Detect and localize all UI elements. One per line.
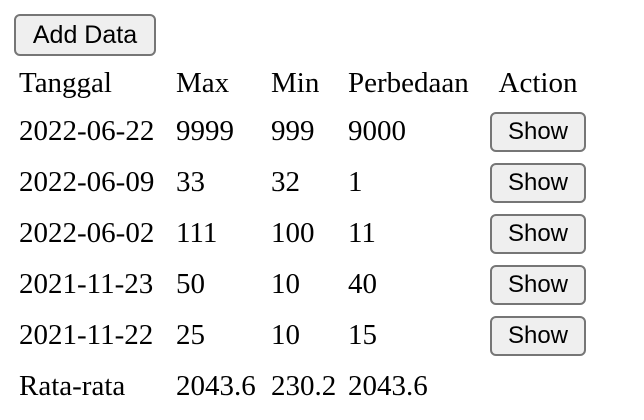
cell-date: 2022-06-22 (19, 115, 155, 147)
cell-date: 2022-06-09 (19, 166, 155, 198)
show-button[interactable]: Show (490, 162, 586, 203)
cell-min: 999 (271, 115, 315, 147)
show-button[interactable]: Show (490, 264, 586, 305)
add-data-button[interactable]: Add Data (14, 14, 156, 56)
cell-action: Show (488, 312, 588, 359)
cell-diff: 1 (348, 166, 363, 198)
cell-date: 2021-11-22 (19, 319, 154, 351)
cell-action: Show (488, 261, 588, 308)
table-row: 2022-06-02 111 100 11 Show (18, 210, 588, 257)
cell-min: 10 (271, 319, 300, 351)
cell-diff: 40 (348, 268, 377, 300)
cell-diff: 9000 (348, 115, 406, 147)
footer-avg-max: 2043.6 (176, 370, 256, 402)
header-min: Min (271, 66, 320, 99)
cell-action: Show (488, 108, 588, 155)
footer-empty-cell (488, 363, 588, 410)
cell-min: 100 (271, 217, 315, 249)
header-max: Max (176, 66, 230, 99)
table-row: 2021-11-23 50 10 40 Show (18, 261, 588, 308)
cell-min: 10 (271, 268, 300, 300)
show-button[interactable]: Show (490, 111, 586, 152)
cell-action: Show (488, 210, 588, 257)
footer-label: Rata-rata (19, 370, 126, 402)
footer-avg-diff: 2043.6 (348, 370, 428, 402)
data-table: Tanggal Max Min Perbedaan Action 2022-06… (14, 58, 592, 414)
cell-max: 9999 (176, 115, 234, 147)
show-button[interactable]: Show (490, 213, 586, 254)
cell-max: 33 (176, 166, 205, 198)
footer-avg-min: 230.2 (271, 370, 337, 402)
show-button[interactable]: Show (490, 315, 586, 356)
cell-min: 32 (271, 166, 300, 198)
table-row: 2022-06-22 9999 999 9000 Show (18, 108, 588, 155)
header-action: Action (498, 66, 578, 99)
table-row: 2022-06-09 33 32 1 Show (18, 159, 588, 206)
cell-date: 2021-11-23 (19, 268, 154, 300)
cell-max: 111 (176, 217, 218, 249)
cell-diff: 15 (348, 319, 377, 351)
cell-diff: 11 (348, 217, 376, 249)
cell-action: Show (488, 159, 588, 206)
cell-max: 50 (176, 268, 205, 300)
table-row: 2021-11-22 25 10 15 Show (18, 312, 588, 359)
table-header-row: Tanggal Max Min Perbedaan Action (18, 62, 588, 104)
cell-max: 25 (176, 319, 205, 351)
header-perbedaan: Perbedaan (348, 66, 469, 99)
header-tanggal: Tanggal (19, 66, 112, 99)
cell-date: 2022-06-02 (19, 217, 155, 249)
table-footer-row: Rata-rata 2043.6 230.2 2043.6 (18, 363, 588, 410)
